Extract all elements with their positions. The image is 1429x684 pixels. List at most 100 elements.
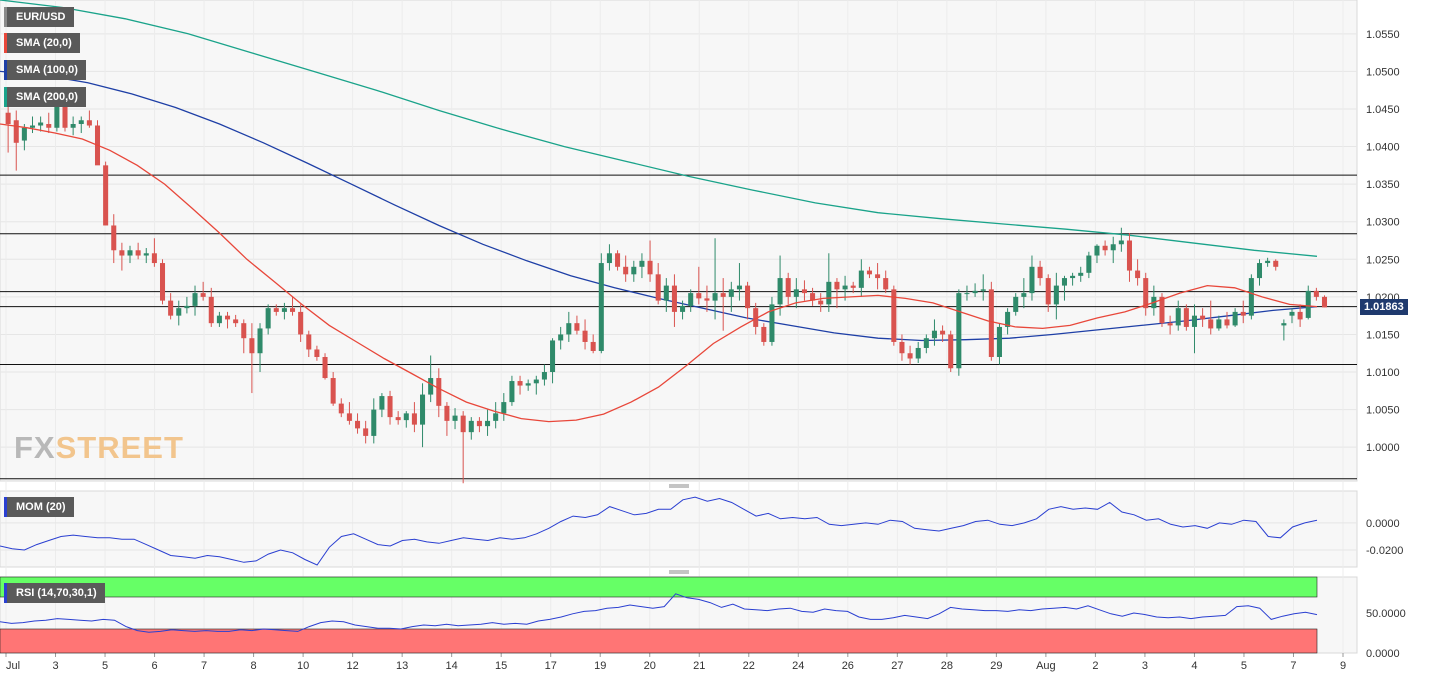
candle <box>1110 236 1116 264</box>
candle <box>948 330 954 373</box>
candle-body <box>208 296 214 324</box>
candle <box>1126 232 1132 282</box>
rsi-oversold-zone <box>0 628 1318 654</box>
rsi-y-tick-label: 50.0000 <box>1366 608 1406 620</box>
candle-body <box>574 323 580 331</box>
candle <box>964 285 970 301</box>
candle-body <box>647 260 653 275</box>
candle-body <box>582 330 588 342</box>
candle-body <box>1289 311 1295 316</box>
candle <box>249 323 255 394</box>
candle-body <box>1273 260 1279 267</box>
candle-body <box>1248 278 1254 316</box>
candle-body <box>720 293 726 297</box>
candle <box>598 253 604 354</box>
x-tick-label: 6 <box>151 660 157 672</box>
candle-body <box>460 415 466 433</box>
candle-body <box>1013 296 1019 312</box>
candle <box>915 341 921 364</box>
candle <box>468 417 474 440</box>
x-tick-label: 8 <box>251 660 257 672</box>
candle <box>306 330 312 357</box>
candle-body <box>168 300 174 316</box>
candle-body <box>663 285 669 301</box>
candle-body <box>5 112 11 125</box>
candle <box>1061 275 1067 301</box>
y-tick-label: 1.0500 <box>1366 66 1400 78</box>
candle-body <box>143 253 149 256</box>
candle-body <box>281 308 287 312</box>
candle <box>485 409 491 436</box>
candle <box>850 281 856 294</box>
rsi-swatch <box>4 583 7 603</box>
candle-body <box>1126 240 1132 271</box>
candle-body <box>728 289 734 297</box>
candle <box>436 368 442 418</box>
fxstreet-logo: FXSTREET <box>14 430 184 466</box>
x-tick-label: 3 <box>1142 660 1148 672</box>
rsi-line <box>0 593 1318 633</box>
candle <box>980 274 986 301</box>
candle <box>233 314 239 327</box>
candle-body <box>761 326 767 342</box>
candle <box>785 272 791 305</box>
candle <box>1216 315 1222 331</box>
candle <box>1200 308 1206 327</box>
candle <box>330 372 336 406</box>
candle <box>712 238 718 320</box>
candle <box>720 278 726 331</box>
x-tick-label: 26 <box>842 660 854 672</box>
candle <box>1005 308 1011 335</box>
candle-body <box>1281 323 1287 326</box>
candle-body <box>184 305 190 309</box>
candle <box>241 319 247 354</box>
candle-body <box>671 285 677 312</box>
fxstreet-logo-fx: FX <box>14 430 56 465</box>
candle-body <box>176 308 182 316</box>
candle <box>842 275 848 301</box>
candle-body <box>639 260 645 267</box>
candle <box>38 116 44 132</box>
candle-body <box>1086 255 1092 273</box>
candle-body <box>623 266 629 275</box>
candle-body <box>233 319 239 324</box>
candle <box>996 323 1002 365</box>
candle-body <box>428 378 434 395</box>
sma200-legend: SMA (200,0) <box>4 87 86 107</box>
x-tick-label: 29 <box>990 660 1002 672</box>
candle <box>574 315 580 335</box>
candle <box>338 398 344 418</box>
candle <box>1102 240 1108 256</box>
candle <box>1191 304 1198 354</box>
candle <box>257 323 263 373</box>
candle-body <box>598 263 604 351</box>
candle-body <box>1029 266 1035 294</box>
candle-body <box>964 293 970 295</box>
candle-body <box>1200 315 1206 320</box>
candle-body <box>655 274 661 301</box>
sma200-legend-text: SMA (200,0) <box>16 91 78 103</box>
candle <box>517 375 523 395</box>
candle-body <box>119 250 125 256</box>
candle-body <box>1070 275 1076 279</box>
candle-body <box>769 304 775 342</box>
candle-body <box>1240 311 1246 316</box>
candle-body <box>1265 260 1271 264</box>
candle-body <box>1321 296 1328 308</box>
candle-body <box>290 308 296 312</box>
x-tick-label: 15 <box>495 660 507 672</box>
candle <box>899 334 905 361</box>
candle <box>972 283 978 297</box>
candle <box>818 293 824 312</box>
candle-body <box>550 340 556 373</box>
candle-body <box>38 122 44 126</box>
candle-body <box>103 165 109 226</box>
candle <box>810 287 816 306</box>
candle <box>1183 304 1189 331</box>
candle <box>322 353 328 380</box>
candle-body <box>1232 311 1238 326</box>
sma20-line <box>0 123 1318 423</box>
instrument-label: EUR/USD <box>4 7 74 27</box>
candle <box>1273 259 1279 271</box>
